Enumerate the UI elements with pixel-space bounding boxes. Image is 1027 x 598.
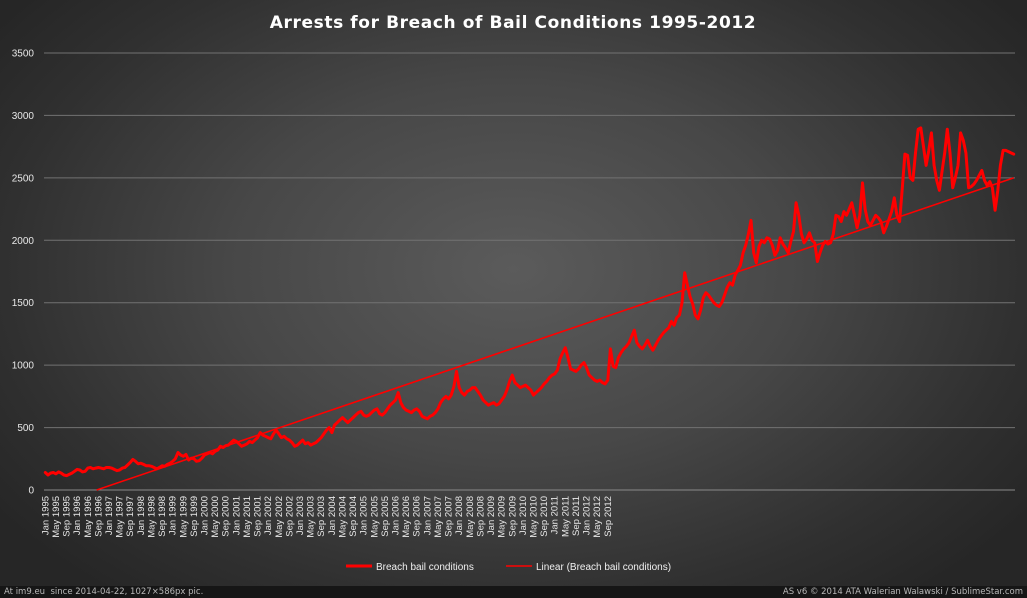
footer-left-text: At im9.eu since 2014-04-22, 1027×586px p… (4, 587, 204, 597)
y-tick-label-6: 3000 (12, 111, 35, 122)
series-line-trend (96, 177, 1014, 491)
x-tick-label-33: Jan 2006 (391, 496, 402, 535)
x-tick-label-29: Sep 2004 (348, 496, 359, 537)
x-tick-label-1: May 1995 (51, 496, 62, 538)
x-tick-label-49: May 2011 (560, 496, 571, 537)
x-tick-label-4: May 1996 (83, 496, 94, 538)
series-line-breach-bail (43, 126, 1016, 478)
x-tick-label-2: Sep 1995 (62, 496, 73, 537)
x-tick-label-51: Jan 2012 (582, 496, 593, 535)
x-tick-label-53: Sep 2012 (603, 496, 614, 537)
x-tick-label-21: Jan 2002 (263, 496, 274, 535)
x-axis-ticks: Jan 1995 May 1995 Sep 1995 Jan 1996 May 1996… (40, 496, 613, 538)
x-tick-label-18: Jan 2001 (231, 496, 242, 535)
x-tick-label-45: Jan 2010 (518, 496, 529, 535)
x-tick-label-38: Sep 2007 (444, 496, 455, 537)
legend-label-series-0: Breach bail conditions (376, 562, 474, 573)
x-tick-label-13: May 1999 (178, 496, 189, 538)
x-tick-label-16: May 2000 (210, 496, 221, 538)
x-tick-label-48: Jan 2011 (550, 496, 561, 534)
x-tick-label-15: Jan 2000 (200, 496, 211, 535)
x-tick-label-30: Jan 2005 (359, 496, 370, 535)
x-tick-label-41: Sep 2008 (475, 496, 486, 537)
x-tick-label-19: May 2001 (242, 496, 253, 538)
y-tick-label-0: 0 (28, 486, 34, 497)
x-tick-label-14: Sep 1999 (189, 496, 200, 537)
x-tick-label-52: May 2012 (592, 496, 603, 538)
x-tick-label-47: Sep 2010 (539, 496, 550, 537)
x-tick-label-3: Jan 1996 (72, 496, 83, 535)
x-tick-label-26: Sep 2003 (316, 496, 327, 537)
x-tick-label-24: Jan 2003 (295, 496, 306, 535)
y-tick-label-2: 1000 (12, 361, 35, 372)
y-tick-label-1: 500 (17, 423, 34, 434)
x-tick-label-34: May 2006 (401, 496, 412, 538)
gridlines (44, 52, 1015, 491)
x-tick-label-0: Jan 1995 (40, 496, 51, 535)
x-tick-label-8: Sep 1997 (125, 496, 136, 537)
x-tick-label-9: Jan 1998 (136, 496, 147, 535)
y-axis-ticks: 0 500 1000 1500 2000 2500 3000 3500 (12, 49, 35, 497)
x-tick-label-35: Sep 2006 (412, 496, 423, 537)
x-tick-label-39: Jan 2008 (454, 496, 465, 535)
x-tick-label-27: Jan 2004 (327, 496, 338, 535)
x-tick-label-44: Sep 2009 (507, 496, 518, 537)
x-tick-label-50: Sep 2011 (571, 496, 582, 536)
footer-right-text: AS v6 © 2014 ATA Walerian Walawski / Sub… (782, 587, 1023, 597)
x-tick-label-11: Sep 1998 (157, 496, 168, 537)
y-tick-label-3: 1500 (12, 298, 35, 309)
x-tick-label-25: May 2003 (306, 496, 317, 538)
x-tick-label-17: Sep 2000 (221, 496, 232, 537)
x-tick-label-22: May 2002 (274, 496, 285, 538)
x-tick-label-23: Sep 2002 (284, 496, 295, 537)
y-tick-label-4: 2000 (12, 236, 35, 247)
y-tick-label-7: 3500 (12, 49, 35, 60)
chart-title: Arrests for Breach of Bail Conditions 19… (270, 13, 756, 33)
x-tick-label-46: May 2010 (528, 496, 539, 538)
x-tick-label-7: May 1997 (115, 496, 126, 538)
x-tick-label-36: Jan 2007 (422, 496, 433, 535)
x-tick-label-10: May 1998 (146, 496, 157, 538)
x-tick-label-12: Jan 1999 (168, 496, 179, 535)
x-tick-label-32: Sep 2005 (380, 496, 391, 537)
y-tick-label-5: 2500 (12, 173, 35, 184)
x-tick-label-20: Sep 2001 (253, 496, 264, 537)
footer-bar: At im9.eu since 2014-04-22, 1027×586px p… (0, 586, 1027, 598)
x-tick-label-31: May 2005 (369, 496, 380, 538)
x-tick-label-42: Jan 2009 (486, 496, 497, 535)
x-tick-label-40: May 2008 (465, 496, 476, 538)
series-group (43, 126, 1016, 491)
x-tick-label-5: Sep 1996 (93, 496, 104, 537)
x-tick-label-6: Jan 1997 (104, 496, 115, 535)
legend: Breach bail conditions Linear (Breach ba… (346, 562, 671, 573)
legend-label-series-1: Linear (Breach bail conditions) (536, 562, 671, 573)
chart: Arrests for Breach of Bail Conditions 19… (11, 13, 1016, 573)
x-tick-label-43: May 2009 (497, 496, 508, 538)
x-tick-label-37: May 2007 (433, 496, 444, 538)
x-tick-label-28: May 2004 (337, 496, 348, 538)
